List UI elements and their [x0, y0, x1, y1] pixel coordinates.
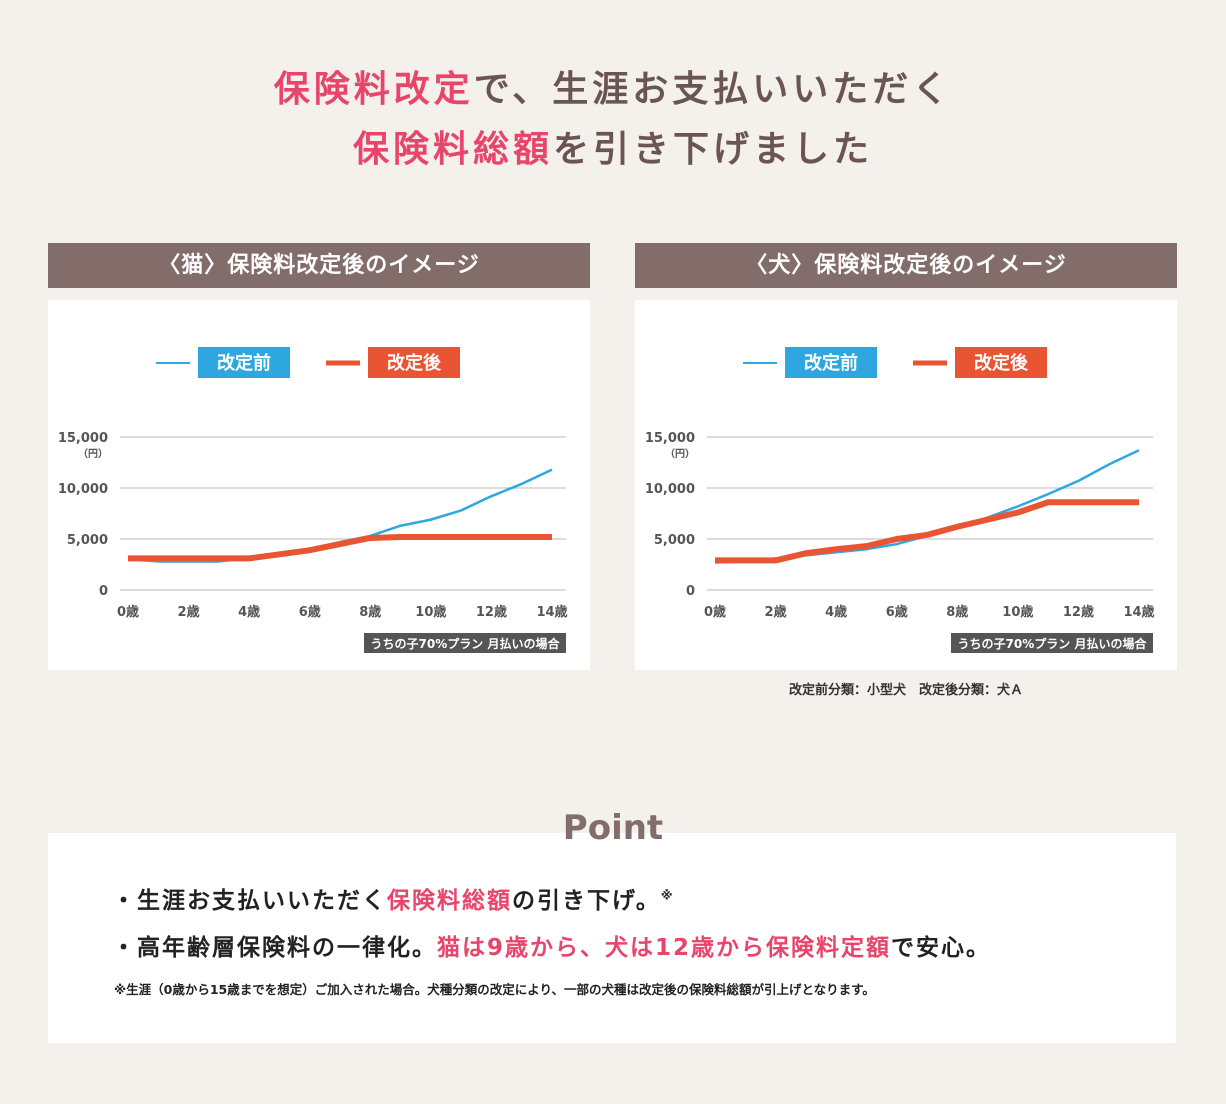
footnote-mark: ※ — [660, 888, 675, 903]
dog-chart-card: 改定前 改定後 0 5,000 10,000 15,000 （円） 0歳 2歳 4歳 6歳 8歳 10歳… — [635, 300, 1177, 670]
legend-label-1: 改定後 — [974, 352, 1029, 374]
y-tick-label: 5,000 — [654, 533, 695, 548]
legend-box-0 — [785, 347, 877, 378]
x-tick-label: 6歳 — [886, 604, 908, 620]
legend-box-1 — [955, 347, 1047, 378]
plan-note-box — [951, 633, 1153, 653]
headline-text: を引き下げました — [553, 129, 874, 170]
y-axis-unit: （円） — [665, 447, 695, 460]
x-tick-label: 4歳 — [238, 604, 260, 620]
legend-label-1: 改定後 — [387, 352, 442, 374]
plan-note: うちの子70%プラン 月払いの場合 — [371, 636, 561, 651]
bullet-highlight: 猫は9歳から、犬は12歳から保険料定額 — [437, 935, 892, 961]
series-line-before — [714, 449, 1140, 564]
x-tick-label: 2歳 — [178, 604, 200, 620]
headline-highlight: 保険料総額 — [352, 129, 553, 170]
x-tick-label: 0歳 — [704, 604, 726, 620]
x-tick-label: 12歳 — [476, 604, 507, 620]
cat-chart: 改定前 改定後 0 5,000 10,000 15,000（円） 0歳 2歳 4歳 6歳 8歳 10歳… — [58, 347, 568, 653]
y-tick-label: 5,000 — [67, 533, 108, 548]
point-bullet-2: ・高年齢層保険料の一律化。猫は9歳から、犬は12歳から保険料定額で安心。 — [112, 928, 991, 962]
bullet-text: で安心。 — [891, 935, 992, 961]
dog-chart-title: 〈犬〉保険料改定後のイメージ — [635, 243, 1177, 288]
dog-classification-note: 改定前分類：小型犬 改定後分類：犬Ａ — [788, 683, 1023, 698]
x-tick-label: 12歳 — [1063, 604, 1094, 620]
x-tick-label: 10歳 — [1002, 604, 1033, 620]
footnote: ※生涯（0歳から15歳までを想定）ご加入された場合。犬種分類の改定により、一部の… — [114, 982, 875, 997]
y-tick-label: 0 — [686, 584, 695, 599]
headline-highlight: 保険料改定 — [273, 69, 474, 110]
legend-label-0: 改定前 — [804, 352, 858, 374]
headline-text: で、生涯お支払いいただく — [473, 69, 953, 110]
point-title: Point — [562, 808, 664, 848]
bullet-text: ・生涯お支払いいただく — [112, 888, 387, 914]
y-tick-label: 10,000 — [645, 482, 695, 497]
x-tick-label: 6歳 — [299, 604, 321, 620]
bullet-text: の引き下げ。 — [512, 888, 661, 914]
series-line-after — [128, 533, 552, 562]
plan-note: うちの子70%プラン 月払いの場合 — [958, 636, 1148, 651]
point-bullet-1: ・生涯お支払いいただく保険料総額の引き下げ。※ — [112, 881, 675, 915]
legend-box-1 — [368, 347, 460, 378]
series-line-before — [127, 468, 553, 563]
x-tick-label: 8歳 — [946, 604, 968, 620]
bullet-text: ・高年齢層保険料の一律化。 — [112, 935, 437, 961]
headline-line-2: 保険料総額を引き下げました — [0, 120, 1226, 172]
cat-chart-card: 改定前 改定後 0 5,000 10,000 15,000 （円） 0歳 2歳 4歳 6歳 8歳 10歳… — [48, 300, 590, 670]
series-line-after — [715, 499, 1139, 564]
point-box — [48, 833, 1176, 1043]
x-tick-label: 14歳 — [1123, 604, 1154, 620]
x-tick-label: 0歳 — [117, 604, 139, 620]
headline-line-1: 保険料改定で、生涯お支払いいただく — [0, 60, 1226, 112]
cat-chart-title: 〈猫〉保険料改定後のイメージ — [48, 243, 590, 288]
y-axis-unit: （円） — [78, 447, 108, 460]
plan-note-box — [364, 633, 566, 653]
x-tick-label: 14歳 — [536, 604, 567, 620]
legend-box-0 — [198, 347, 290, 378]
legend-label-0: 改定前 — [217, 352, 271, 374]
y-tick-label: 0 — [99, 584, 108, 599]
x-tick-label: 10歳 — [415, 604, 446, 620]
bullet-highlight: 保険料総額 — [387, 888, 512, 914]
y-tick-label: 15,000 — [58, 431, 108, 446]
dog-chart: 改定前 改定後 0 5,000 10,000 15,000（円） 0歳 2歳 4歳 6歳 8歳 10歳… — [645, 347, 1155, 653]
y-tick-label: 10,000 — [58, 482, 108, 497]
x-tick-label: 2歳 — [765, 604, 787, 620]
y-tick-label: 15,000 — [645, 431, 695, 446]
x-tick-label: 4歳 — [825, 604, 847, 620]
x-tick-label: 8歳 — [359, 604, 381, 620]
